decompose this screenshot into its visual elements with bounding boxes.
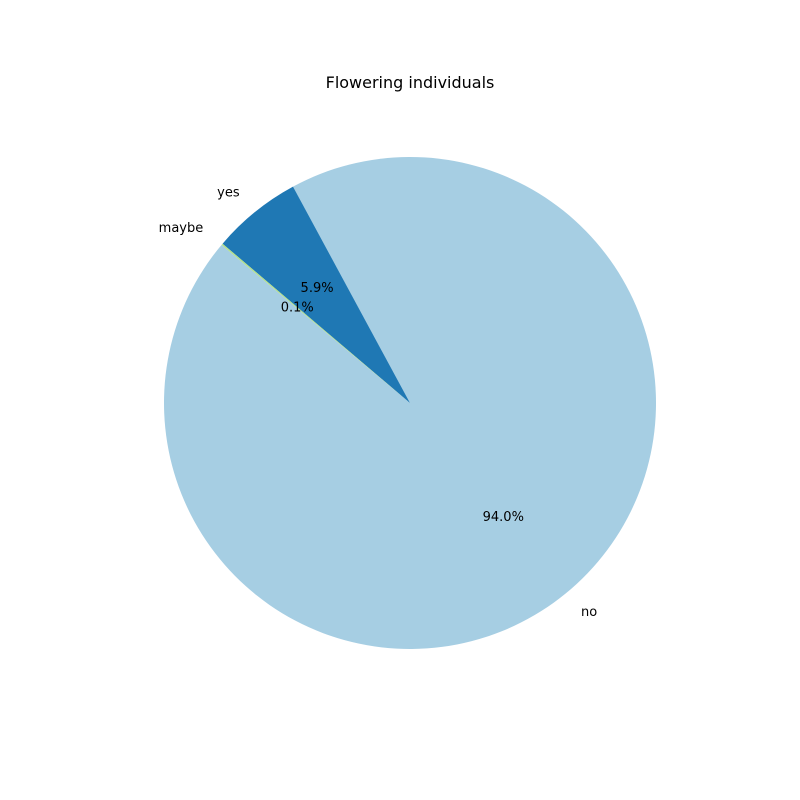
- pie-slice-yes: [222, 186, 410, 403]
- chart-title: Flowering individuals: [326, 73, 495, 92]
- pie-slices: [164, 156, 656, 649]
- slice-label-no: no: [581, 605, 597, 620]
- slice-pct-maybe: 0.1%: [281, 300, 314, 315]
- pie-slice-maybe: [221, 243, 410, 403]
- slice-label-yes: yes: [217, 185, 240, 200]
- slice-pct-yes: 5.9%: [301, 281, 334, 296]
- pie-labels: no 94.0% yes 5.9% maybe 0.1%: [159, 185, 598, 620]
- slice-pct-no: 94.0%: [483, 510, 524, 525]
- pie-slice-no: [164, 156, 656, 649]
- slice-label-maybe: maybe: [159, 221, 204, 236]
